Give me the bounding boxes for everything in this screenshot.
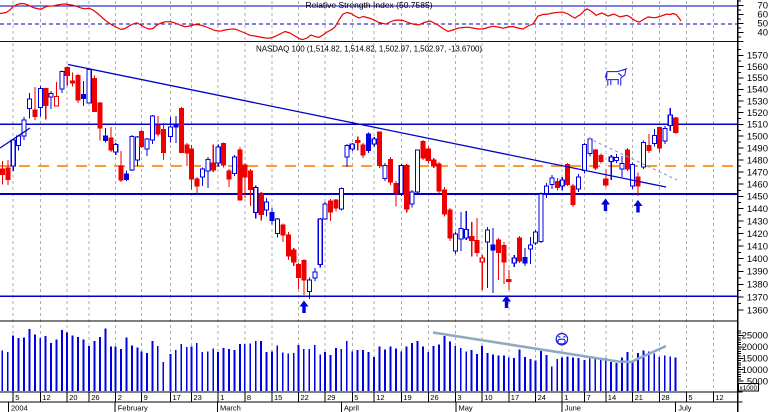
svg-text:1420: 1420 [747,229,768,240]
svg-text:1380: 1380 [747,280,768,291]
svg-text:1540: 1540 [747,85,768,96]
svg-text:10: 10 [484,393,492,402]
svg-text:5: 5 [354,393,358,402]
svg-text:15000: 15000 [742,354,768,365]
svg-text:21: 21 [635,393,643,402]
svg-text:22: 22 [301,393,309,402]
svg-text:February: February [118,404,148,412]
svg-text:28: 28 [661,393,669,402]
svg-text:1480: 1480 [747,155,768,166]
svg-text:20000: 20000 [742,342,768,353]
svg-text:1410: 1410 [747,241,768,252]
svg-text:July: July [678,404,692,412]
svg-text:5: 5 [15,393,19,402]
svg-text:14: 14 [608,393,616,402]
svg-text:20: 20 [69,393,77,402]
svg-text:23: 23 [194,393,202,402]
svg-text:15: 15 [274,393,282,402]
svg-text:1370: 1370 [747,292,768,303]
svg-text:x1000: x1000 [739,385,757,392]
svg-text:1520: 1520 [747,108,768,119]
svg-text:24: 24 [538,393,546,402]
svg-text:March: March [220,404,241,412]
svg-text:25000: 25000 [742,331,768,342]
svg-text:40: 40 [757,28,768,39]
svg-text:12: 12 [715,393,723,402]
svg-text:17: 17 [173,393,181,402]
svg-text:1510: 1510 [747,120,768,131]
svg-text:NASDAQ 100 (1,514.82, 1,514.82: NASDAQ 100 (1,514.82, 1,514.82, 1,502.97… [256,45,482,54]
svg-text:1500: 1500 [747,131,768,142]
svg-text:1550: 1550 [747,73,768,84]
svg-text:12: 12 [376,393,384,402]
svg-text:10000: 10000 [742,365,768,376]
svg-text:1: 1 [220,393,224,402]
svg-text:1460: 1460 [747,179,768,190]
svg-text:26: 26 [91,393,99,402]
svg-text:17: 17 [511,393,519,402]
svg-text:1490: 1490 [747,143,768,154]
svg-text:1400: 1400 [747,254,768,265]
svg-text:8: 8 [247,393,251,402]
svg-text:7: 7 [587,393,591,402]
svg-text:5000: 5000 [747,376,768,387]
svg-text:1570: 1570 [747,51,768,62]
svg-text:1440: 1440 [747,204,768,215]
svg-text:29: 29 [327,393,335,402]
svg-text:1470: 1470 [747,167,768,178]
svg-text:19: 19 [403,393,411,402]
svg-text:1530: 1530 [747,96,768,107]
svg-text:2: 2 [118,393,122,402]
svg-text:5: 5 [688,393,692,402]
svg-text:26: 26 [430,393,438,402]
svg-text:Relative Strength Index (50.75: Relative Strength Index (50.7585) [305,0,432,10]
svg-text:50: 50 [757,19,768,30]
svg-text:9: 9 [144,393,148,402]
svg-text:1: 1 [564,393,568,402]
svg-text:1390: 1390 [747,267,768,278]
svg-text:May: May [459,404,473,412]
svg-text:1560: 1560 [747,62,768,73]
svg-text:June: June [565,404,581,412]
svg-text:2004: 2004 [11,404,28,412]
svg-text:12: 12 [42,393,50,402]
svg-text:1360: 1360 [747,305,768,316]
svg-text:1430: 1430 [747,216,768,227]
svg-text:April: April [344,404,359,412]
svg-text:70: 70 [757,1,768,12]
svg-text:1450: 1450 [747,192,768,203]
svg-text:3: 3 [457,393,461,402]
svg-text:60: 60 [757,10,768,21]
